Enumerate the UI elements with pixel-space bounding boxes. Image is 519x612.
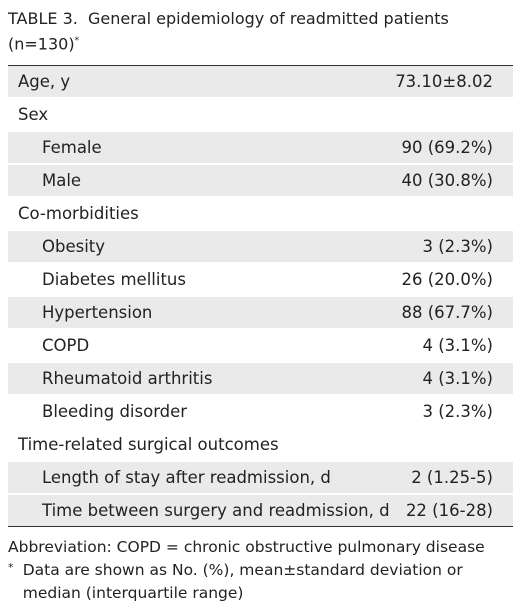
table-row: Length of stay after readmission, d 2 (1.… (8, 462, 513, 493)
table-row: Rheumatoid arthritis 4 (3.1%) (8, 363, 513, 394)
section-label: Sex (18, 105, 49, 124)
table-row: Hypertension 88 (67.7%) (8, 297, 513, 328)
row-value: 4 (3.1%) (422, 369, 493, 388)
title-n: (n=130) (8, 34, 75, 54)
row-value: 26 (20.0%) (401, 270, 493, 289)
row-label: Age, y (18, 72, 71, 91)
table-row: Obesity 3 (2.3%) (8, 231, 513, 262)
table-title: TABLE 3. General epidemiology of readmit… (8, 8, 513, 55)
row-label: Length of stay after readmission, d (42, 468, 331, 487)
row-value: 90 (69.2%) (401, 138, 493, 157)
table-row: Male 40 (30.8%) (8, 165, 513, 196)
footnote: * Data are shown as No. (%), mean±standa… (8, 559, 513, 605)
title-marker: * (74, 36, 80, 46)
row-label: Time between surgery and readmission, d (42, 501, 390, 520)
row-value: 3 (2.3%) (422, 237, 493, 256)
row-label: Female (42, 138, 102, 157)
footnote-marker: * (8, 561, 14, 574)
table-row: COPD 4 (3.1%) (8, 330, 513, 361)
row-value: 4 (3.1%) (422, 336, 493, 355)
table-row: Time-related surgical outcomes (8, 429, 513, 460)
row-value: 22 (16-28) (405, 501, 493, 520)
row-value: 2 (1.25-5) (411, 468, 493, 487)
footnotes: Abbreviation: COPD = chronic obstructive… (8, 536, 513, 605)
row-value: 88 (67.7%) (401, 303, 493, 322)
table-row: Age, y 73.10±8.02 (8, 66, 513, 97)
table-row: Sex (8, 99, 513, 130)
table-row: Diabetes mellitus 26 (20.0%) (8, 264, 513, 295)
table-row: Co-morbidities (8, 198, 513, 229)
row-value: 40 (30.8%) (401, 171, 493, 190)
row-label: COPD (42, 336, 90, 355)
row-label: Obesity (42, 237, 106, 256)
row-label: Bleeding disorder (42, 402, 188, 421)
abbreviation: Abbreviation: COPD = chronic obstructive… (8, 538, 485, 556)
row-label: Diabetes mellitus (42, 270, 186, 289)
table-row: Female 90 (69.2%) (8, 132, 513, 163)
table-row: Time between surgery and readmission, d 2… (8, 495, 513, 526)
section-label: Time-related surgical outcomes (18, 435, 279, 454)
row-value: 3 (2.3%) (422, 402, 493, 421)
title-text: General epidemiology of readmitted patie… (88, 9, 449, 28)
table: Age, y 73.10±8.02 Sex Female 90 (69.2%) Male 4… (8, 65, 513, 527)
row-label: Male (42, 171, 82, 190)
table-row: Bleeding disorder 3 (2.3%) (8, 396, 513, 427)
row-label: Hypertension (42, 303, 153, 322)
row-label: Rheumatoid arthritis (42, 369, 213, 388)
row-value: 73.10±8.02 (395, 72, 493, 91)
footnote-text: Data are shown as No. (%), mean±standard… (22, 561, 463, 602)
table-label: TABLE 3. (8, 9, 78, 28)
section-label: Co-morbidities (18, 204, 139, 223)
